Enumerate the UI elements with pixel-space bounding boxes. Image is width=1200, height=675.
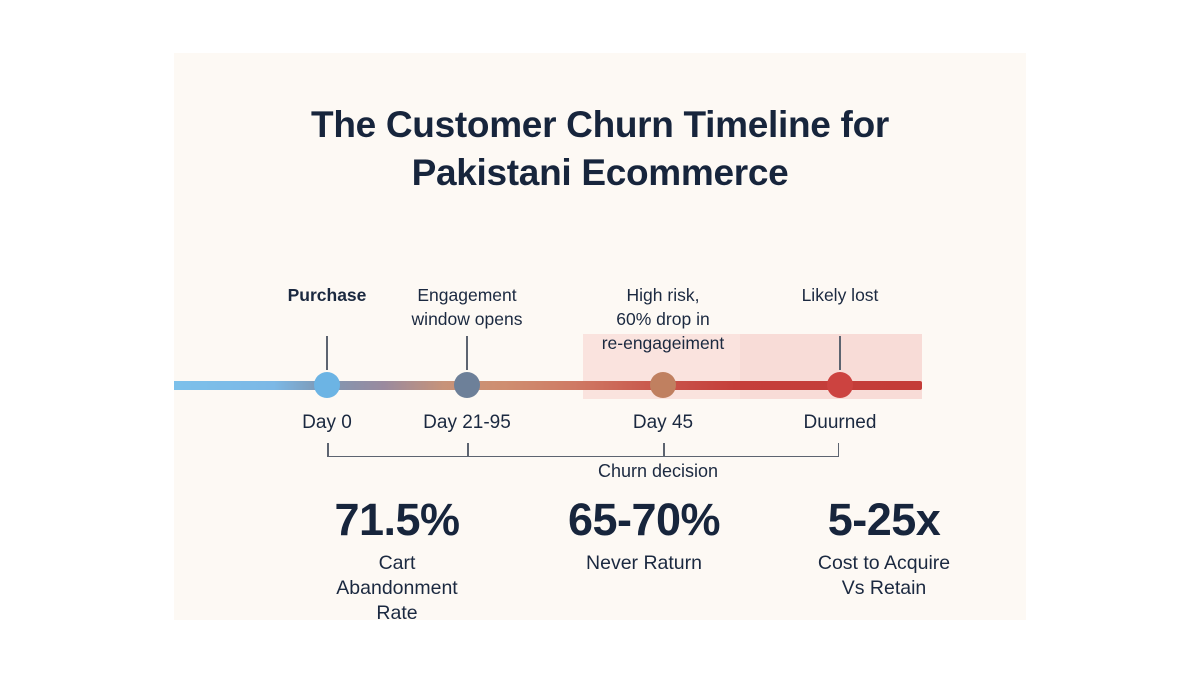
milestone-dot-purchase[interactable] (314, 372, 340, 398)
stat-block-cart-abandonment: 71.5% Cart Abandonment Rate (272, 493, 522, 620)
stat-caption-line: Cart (378, 552, 416, 574)
churn-decision-bracket (327, 443, 839, 457)
milestone-connector-engagement (466, 336, 468, 370)
milestone-label-line: Engagement (417, 285, 517, 305)
churn-decision-label-text: Churn decision (597, 461, 719, 481)
milestone-label-likely-lost: Likely lost (730, 283, 950, 307)
page-title-line-1: The Customer Churn Timeline for (311, 104, 889, 145)
milestone-day-purchase: Day 0 (302, 412, 352, 433)
milestone-connector-purchase (326, 336, 328, 370)
stat-value: 5-25x (827, 494, 941, 545)
milestone-day-engagement: Day 21-95 (423, 412, 511, 433)
stat-caption-line: Abandonment (336, 577, 458, 599)
bracket-tick (327, 443, 329, 457)
milestone-label-line: High risk, (626, 285, 700, 305)
stat-caption-line: Rate (376, 602, 418, 620)
infographic-card: The Customer Churn Timeline for Pakistan… (174, 53, 1026, 620)
stat-caption-line: Cost to Acquire (817, 552, 951, 574)
stats-row: 71.5% Cart Abandonment Rate 65-70% Never… (174, 493, 1026, 620)
stat-caption: Cost to Acquire Vs Retain (744, 551, 1024, 601)
milestone-label-line: Purchase (287, 285, 367, 305)
bracket-tick (663, 443, 665, 457)
bracket-baseline (327, 455, 839, 457)
bracket-tick (837, 443, 839, 457)
milestone-label-line: 60% drop in (616, 309, 710, 329)
milestone-day-likely-lost: Duurned (803, 412, 877, 433)
milestone-label-line: Likely lost (801, 285, 879, 305)
stat-value: 71.5% (334, 494, 460, 545)
milestone-label-line: re-engageiment (601, 333, 725, 353)
milestone-dot-engagement[interactable] (454, 372, 480, 398)
timeline-track (174, 381, 922, 390)
stat-caption: Cart Abandonment Rate (272, 551, 522, 620)
milestone-dot-likely-lost[interactable] (827, 372, 853, 398)
stat-caption: Never Raturn (519, 551, 769, 576)
stat-value: 65-70% (567, 494, 721, 545)
churn-timeline: Purchase Day 0 Engagement window opens D… (174, 53, 1026, 620)
stat-block-never-return: 65-70% Never Raturn (519, 493, 769, 576)
page-title: The Customer Churn Timeline for Pakistan… (174, 101, 1026, 197)
milestone-label-engagement: Engagement window opens (347, 283, 587, 331)
stat-block-cost-to-acquire: 5-25x Cost to Acquire Vs Retain (744, 493, 1024, 601)
stat-caption-line: Vs Retain (841, 577, 927, 599)
milestone-dot-high-risk[interactable] (650, 372, 676, 398)
stat-caption-line: Never Raturn (586, 552, 702, 574)
milestone-label-high-risk: High risk, 60% drop in re-engageiment (533, 283, 793, 355)
milestone-label-line: window opens (411, 309, 523, 329)
bracket-tick (467, 443, 469, 457)
churn-decision-label: Churn decision (174, 458, 1026, 484)
milestone-day-high-risk: Day 45 (632, 412, 694, 433)
page-title-line-2: Pakistani Ecommerce (411, 152, 789, 193)
milestone-label-purchase: Purchase (217, 283, 437, 307)
milestone-connector-likely-lost (839, 336, 841, 370)
